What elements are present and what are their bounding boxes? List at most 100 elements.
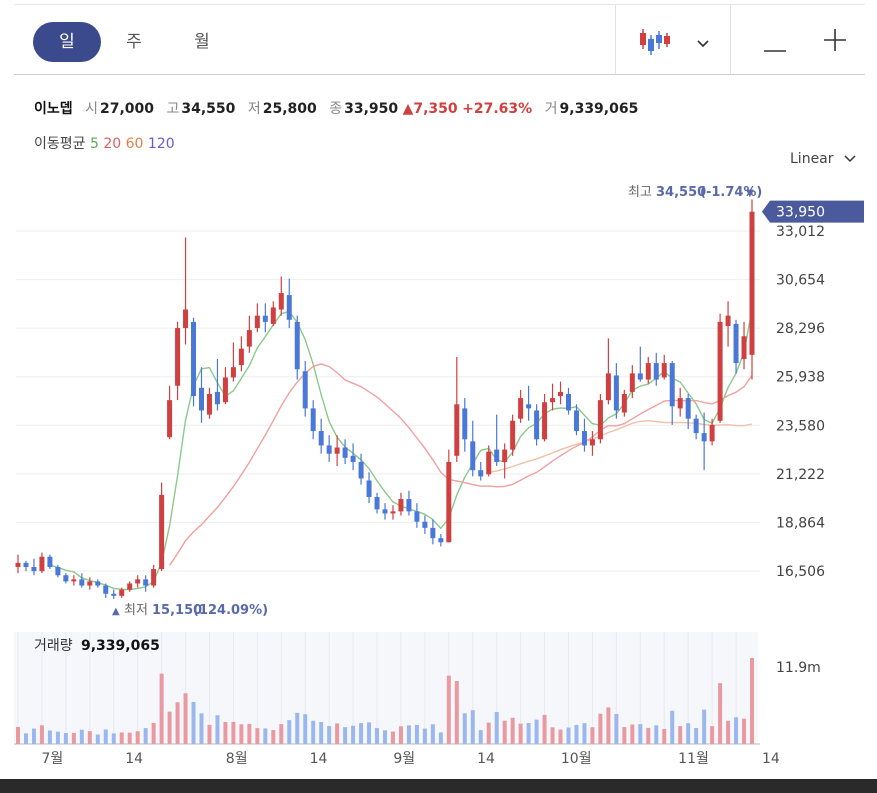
candlestick-icon[interactable]: [638, 27, 672, 61]
candle-body: [677, 398, 683, 409]
candle-body: [534, 410, 540, 440]
candle-body: [733, 323, 739, 364]
scale-dropdown[interactable]: Linear: [790, 151, 856, 167]
change-up-icon: ▲: [402, 101, 414, 117]
candle-body: [31, 567, 37, 572]
volume-bar: [199, 713, 204, 744]
volume-bar: [159, 673, 164, 744]
volume-bar: [494, 711, 499, 744]
volume-bar: [127, 732, 132, 744]
candle-body: [79, 579, 85, 586]
close-label: 종: [329, 101, 343, 117]
ma-label: 이동평균: [34, 136, 86, 152]
candle-body: [103, 585, 109, 594]
candle-body: [621, 393, 627, 413]
x-tick-label: 9월: [393, 751, 415, 767]
volume-bar: [359, 723, 364, 744]
toolbar-divider: [615, 5, 616, 74]
volume-bar: [247, 723, 252, 744]
volume-bar: [390, 731, 395, 744]
candle-body: [334, 447, 340, 454]
volume-bar: [406, 725, 411, 744]
volume-bar: [526, 723, 531, 744]
volume-bar: [454, 681, 459, 744]
candle-body: [717, 321, 723, 421]
high-marker-label: 최고: [628, 185, 652, 200]
taskbar: [0, 779, 877, 793]
tab-weekly[interactable]: 주: [126, 32, 142, 52]
x-tick-label: 14: [125, 751, 143, 767]
volume-bar: [566, 727, 571, 744]
moving-average-legend[interactable]: 이동평균 5 20 60 120: [34, 133, 175, 153]
candle-body: [478, 470, 484, 477]
volume-bar: [343, 727, 348, 744]
volume-bar: [710, 726, 715, 744]
candle-body: [95, 581, 101, 586]
minus-icon[interactable]: [764, 38, 788, 57]
volume-bar: [351, 725, 356, 744]
ma-60: 60: [125, 136, 144, 152]
volume-value: 9,339,065: [559, 101, 639, 117]
y-tick-label: 23,580: [776, 418, 825, 434]
volume-bar: [742, 718, 747, 744]
candle-body: [167, 400, 173, 438]
volume-bar: [590, 727, 595, 744]
volume-bar: [263, 728, 268, 744]
ma-5: 5: [89, 136, 99, 152]
candle-body: [494, 449, 500, 462]
open-label: 시: [85, 101, 98, 117]
volume-bar: [207, 724, 212, 744]
candle-body: [23, 562, 29, 568]
tab-monthly[interactable]: 월: [194, 32, 210, 52]
high-label: 고: [166, 101, 180, 117]
candle-body: [613, 375, 619, 411]
volume-bar: [486, 722, 491, 744]
y-tick-label: 25,938: [776, 370, 825, 386]
candle-body: [589, 439, 595, 446]
volume-bar: [215, 715, 220, 744]
chevron-down-icon[interactable]: [697, 33, 709, 52]
volume-title-value: 9,339,065: [81, 638, 160, 654]
volume-bar: [231, 721, 236, 744]
candle-body: [159, 494, 165, 570]
volume-bar: [103, 729, 108, 744]
candle-body: [15, 562, 21, 568]
plus-icon[interactable]: [824, 29, 848, 57]
volume-bar: [534, 719, 539, 744]
volume-bar: [694, 727, 699, 744]
candle-body: [175, 328, 181, 386]
high-marker-percent: (-1.74%): [700, 185, 762, 200]
volume-bar: [430, 724, 435, 744]
volume-label: 거: [544, 101, 558, 117]
volume-bar: [151, 722, 156, 744]
volume-bar: [287, 720, 292, 744]
candle-body: [605, 373, 611, 401]
tab-daily[interactable]: 일: [33, 22, 101, 62]
volume-bar: [606, 707, 611, 744]
candle-body: [238, 348, 244, 366]
volume-bar: [23, 733, 28, 744]
volume-bar: [470, 710, 475, 744]
volume-bar: [111, 733, 116, 744]
volume-bar: [686, 723, 691, 744]
candle-body: [550, 398, 556, 403]
volume-bar: [438, 732, 443, 744]
y-tick-label: 16,506: [776, 564, 825, 580]
candle-body: [454, 404, 460, 456]
candle-body: [47, 556, 53, 568]
candle-body: [486, 451, 492, 475]
candle-body: [222, 377, 228, 403]
candle-body: [374, 496, 380, 510]
volume-bar: [462, 713, 467, 744]
candle-body: [127, 583, 133, 590]
volume-bar: [63, 733, 68, 744]
high-marker-icon: ▼: [746, 188, 754, 199]
volume-bar: [319, 722, 324, 744]
volume-bar: [422, 728, 427, 744]
current-price-tag: [762, 200, 864, 223]
ma5-line: [49, 309, 753, 591]
volume-bar: [383, 730, 387, 744]
candle-body: [270, 307, 276, 324]
volume-bar: [239, 724, 244, 744]
